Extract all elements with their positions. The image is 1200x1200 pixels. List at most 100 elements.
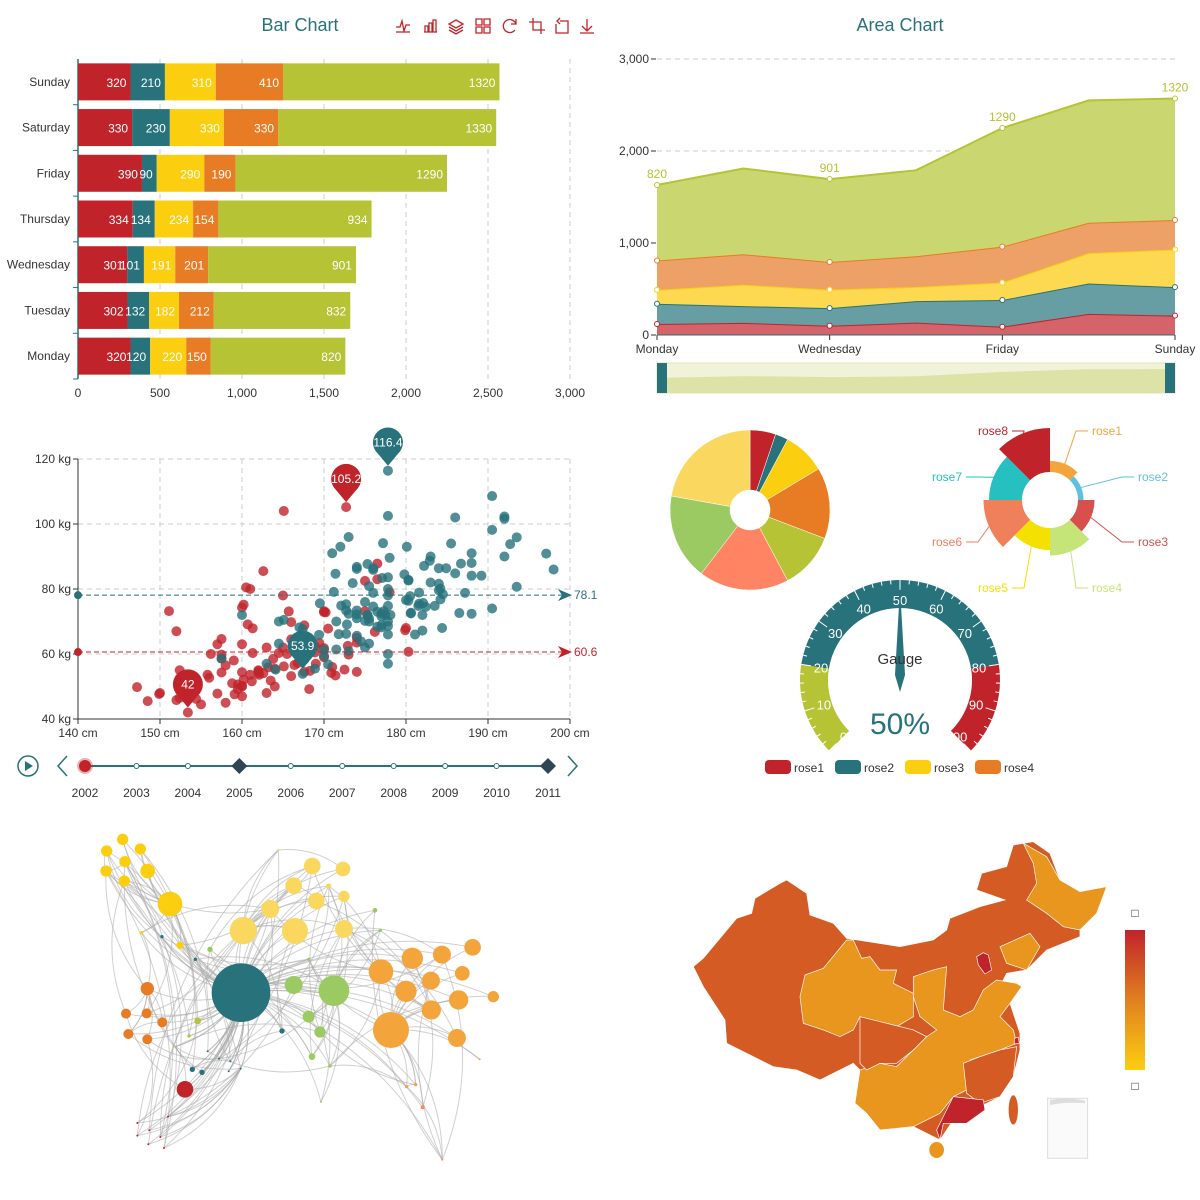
scatter-point[interactable] — [258, 566, 269, 577]
bar-segment-thursday-4[interactable] — [193, 200, 219, 238]
rose-slice-rose2[interactable] — [1069, 476, 1084, 500]
scatter-point[interactable] — [196, 699, 206, 710]
stack-icon[interactable] — [447, 17, 465, 35]
network-node[interactable] — [193, 957, 197, 961]
map-region-shanghai[interactable] — [1013, 1036, 1020, 1045]
bar-segment-friday-4[interactable] — [204, 154, 236, 192]
map-region-sichuan[interactable] — [859, 1016, 928, 1071]
bar-segment-thursday-2[interactable] — [132, 200, 155, 238]
scatter-point[interactable] — [339, 664, 350, 675]
scatter-point[interactable] — [476, 570, 487, 581]
network-node[interactable] — [284, 975, 303, 994]
bar-segment-tuesday-5[interactable] — [213, 291, 351, 329]
bar-segment-wednesday-5[interactable] — [208, 246, 356, 284]
scatter-point[interactable] — [242, 619, 253, 630]
scatter-point[interactable] — [269, 681, 280, 692]
scatter-point[interactable] — [142, 696, 153, 707]
network-node[interactable] — [116, 833, 129, 845]
network-node[interactable] — [308, 1053, 316, 1060]
area-point[interactable] — [826, 286, 833, 293]
bar-segment-tuesday-1[interactable] — [78, 291, 128, 329]
scatter-point[interactable] — [384, 552, 395, 563]
scatter-point[interactable] — [487, 524, 498, 535]
scatter-point[interactable] — [237, 639, 247, 650]
scatter-point[interactable] — [351, 666, 362, 677]
network-node[interactable] — [487, 990, 499, 1003]
data-zoom-handle-left[interactable] — [657, 363, 667, 393]
scatter-point[interactable] — [382, 465, 393, 476]
scatter-point[interactable] — [487, 491, 498, 502]
scatter-point[interactable] — [378, 538, 389, 549]
scatter-point[interactable] — [319, 644, 329, 655]
scatter-point[interactable] — [450, 568, 461, 579]
bar-segment-saturday-1[interactable] — [78, 109, 133, 147]
bar-segment-wednesday-3[interactable] — [143, 246, 176, 284]
scatter-point[interactable] — [228, 655, 239, 666]
scatter-point[interactable] — [341, 502, 352, 513]
bar-segment-sunday-2[interactable] — [130, 63, 165, 101]
scatter-point[interactable] — [418, 597, 429, 608]
network-node[interactable] — [119, 855, 131, 868]
timeline-year-label[interactable]: 2010 — [483, 786, 510, 800]
network-node[interactable] — [140, 981, 154, 996]
timeline-diamond-marker[interactable] — [540, 758, 556, 774]
scatter-point[interactable] — [331, 644, 342, 655]
network-node[interactable] — [281, 917, 308, 944]
timeline-diamond-marker[interactable] — [231, 758, 248, 774]
network-node[interactable] — [239, 1067, 242, 1070]
area-point[interactable] — [999, 279, 1006, 286]
visual-map-legend[interactable]: □□ — [1125, 906, 1145, 1093]
timeline-point[interactable] — [133, 763, 140, 769]
network-node[interactable] — [159, 1135, 162, 1138]
line-chart-icon[interactable] — [394, 17, 412, 35]
scatter-point[interactable] — [429, 600, 440, 611]
bar-segment-saturday-3[interactable] — [169, 109, 224, 147]
scatter-point[interactable] — [382, 658, 393, 669]
scatter-point[interactable] — [216, 653, 227, 664]
scatter-point[interactable] — [205, 649, 216, 659]
timeline-point[interactable] — [339, 763, 346, 769]
bar-segment-saturday-2[interactable] — [132, 109, 170, 147]
network-node[interactable] — [100, 845, 113, 857]
area-point[interactable] — [654, 286, 660, 293]
scatter-point[interactable] — [289, 660, 300, 671]
scatter-point[interactable] — [241, 582, 252, 593]
scatter-point[interactable] — [283, 606, 294, 617]
scatter-point[interactable] — [405, 608, 416, 619]
network-node[interactable] — [335, 861, 351, 877]
network-node[interactable] — [302, 1010, 315, 1023]
network-node[interactable] — [432, 945, 451, 964]
network-node[interactable] — [207, 946, 213, 952]
scatter-point[interactable] — [314, 629, 325, 640]
network-node[interactable] — [372, 907, 378, 913]
scatter-point[interactable] — [541, 548, 552, 559]
scatter-point[interactable] — [237, 610, 247, 620]
bar-segment-saturday-4[interactable] — [223, 109, 279, 147]
network-node[interactable] — [118, 875, 130, 887]
scatter-point[interactable] — [278, 661, 289, 672]
map-region-central-south[interactable] — [854, 966, 1023, 1131]
scatter-point[interactable] — [360, 615, 370, 626]
data-zoom-slider[interactable] — [656, 362, 1176, 394]
scatter-point[interactable] — [401, 623, 411, 633]
timeline-point[interactable] — [390, 763, 397, 769]
scatter-point[interactable] — [377, 572, 388, 583]
scatter-point[interactable] — [343, 532, 354, 542]
network-node[interactable] — [176, 941, 184, 949]
scatter-point[interactable] — [433, 563, 444, 574]
rose-slice-rose6[interactable] — [983, 500, 1031, 548]
pie-slice-7[interactable] — [669, 495, 739, 574]
network-node[interactable] — [147, 1143, 150, 1146]
bar-segment-thursday-5[interactable] — [218, 200, 372, 238]
network-node[interactable] — [206, 1050, 209, 1053]
rose-slice-rose8[interactable] — [999, 428, 1050, 481]
area-point[interactable] — [826, 322, 833, 329]
scatter-point[interactable] — [399, 569, 410, 580]
scatter-point[interactable] — [286, 671, 297, 682]
network-node[interactable] — [314, 1026, 326, 1038]
network-node[interactable] — [120, 1008, 131, 1019]
scatter-point[interactable] — [273, 638, 284, 649]
scatter-point[interactable] — [204, 672, 215, 683]
network-node[interactable] — [157, 891, 183, 917]
area-point[interactable] — [999, 323, 1006, 330]
